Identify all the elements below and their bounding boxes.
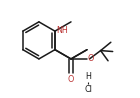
Text: H: H — [85, 72, 91, 81]
Text: NH: NH — [57, 26, 68, 35]
Text: O: O — [68, 75, 74, 84]
Text: O: O — [87, 54, 94, 63]
Text: Cl: Cl — [84, 85, 92, 94]
